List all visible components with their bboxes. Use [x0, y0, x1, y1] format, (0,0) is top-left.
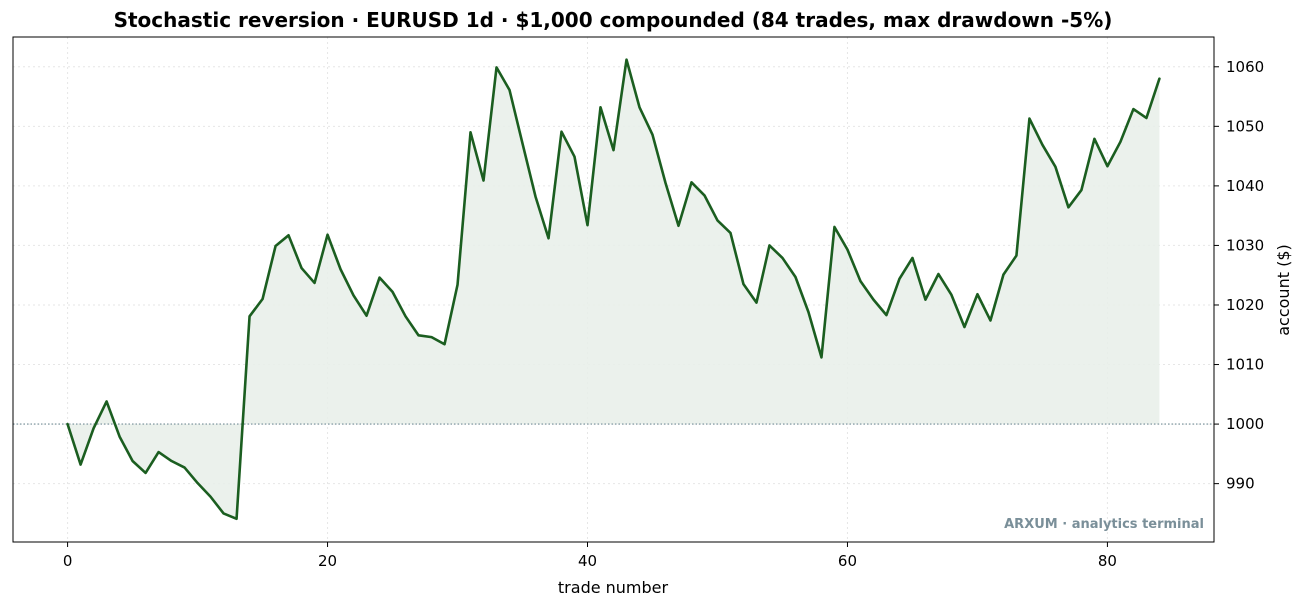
y-tick-label: 990 — [1226, 475, 1255, 493]
equity-line-path — [66, 58, 1161, 521]
x-tick-label: 20 — [318, 552, 337, 570]
x-tick-label: 60 — [838, 552, 857, 570]
x-tick-label: 40 — [578, 552, 597, 570]
equity-fill — [67, 59, 1160, 519]
x-axis: 0 20 40 60 80 — [63, 542, 1117, 570]
y-tick-label: 1020 — [1226, 296, 1264, 314]
x-axis-label: trade number — [558, 578, 669, 597]
y-axis: 990 1000 1010 1020 1030 1040 1050 1060 — [1214, 58, 1264, 493]
watermark-text: ARXUM · analytics terminal — [1004, 517, 1204, 532]
y-tick-label: 1000 — [1226, 415, 1264, 433]
equity-line — [66, 58, 1161, 521]
equity-fill-area — [67, 59, 1160, 519]
y-tick-label: 1050 — [1226, 117, 1264, 135]
x-tick-label: 0 — [63, 552, 73, 570]
y-tick-label: 1040 — [1226, 177, 1264, 195]
x-tick-label: 80 — [1098, 552, 1117, 570]
chart-title: Stochastic reversion · EURUSD 1d · $1,00… — [114, 8, 1113, 32]
y-tick-label: 1010 — [1226, 356, 1264, 374]
y-tick-label: 1060 — [1226, 58, 1264, 76]
y-tick-label: 1030 — [1226, 236, 1264, 254]
plot-frame — [12, 36, 1215, 543]
y-axis-label: account ($) — [1274, 244, 1293, 336]
